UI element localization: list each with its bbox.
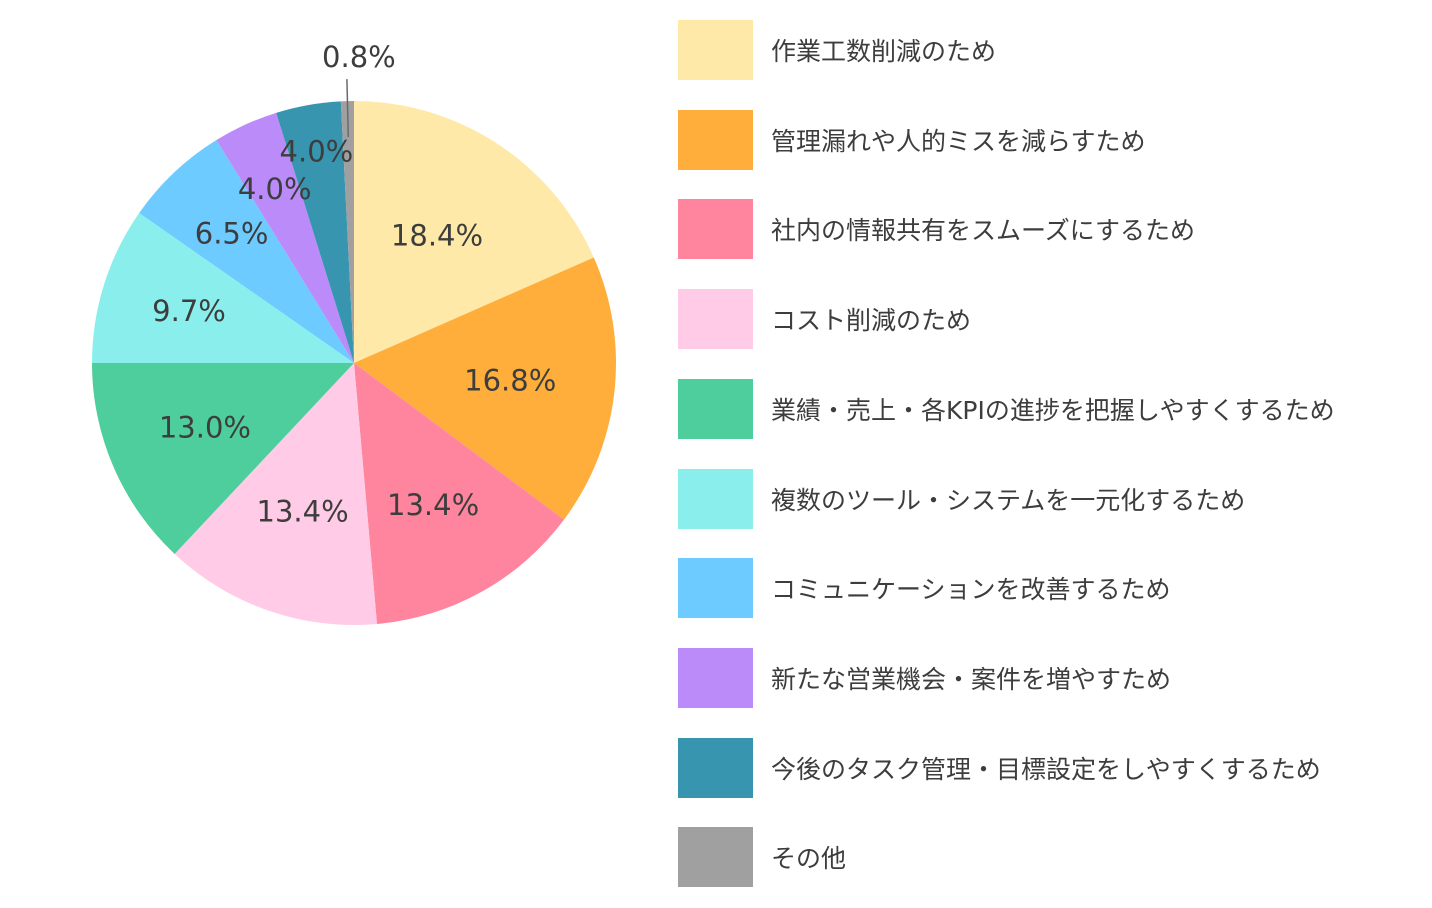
legend-label: コミュニケーションを改善するため bbox=[771, 575, 1171, 605]
legend-label: 今後のタスク管理・目標設定をしやすくするため bbox=[771, 754, 1321, 784]
legend-swatch bbox=[678, 827, 753, 888]
legend-swatch bbox=[678, 737, 753, 798]
pie-data-label: 4.0% bbox=[238, 172, 312, 206]
pie-slice bbox=[174, 363, 378, 626]
pie-data-label: 13.4% bbox=[257, 495, 349, 529]
pie-slice bbox=[340, 101, 354, 363]
pie-data-label: 4.0% bbox=[280, 135, 354, 169]
legend-label: 社内の情報共有をスムーズにするため bbox=[771, 216, 1196, 246]
legend-label: 複数のツール・システムを一元化するため bbox=[771, 485, 1246, 515]
pie-slice bbox=[216, 112, 354, 363]
legend-item: 業績・売上・各KPIの進捗を把握しやすくするため bbox=[678, 378, 1335, 439]
legend-swatch bbox=[678, 378, 753, 439]
pie-leader-line bbox=[346, 79, 350, 138]
pie-data-label: 18.4% bbox=[391, 219, 483, 253]
pie-slice bbox=[92, 213, 354, 363]
pie-slice bbox=[354, 257, 616, 520]
pie-data-label: 13.0% bbox=[159, 411, 251, 445]
legend-label: その他 bbox=[771, 844, 847, 874]
pie-slice bbox=[354, 101, 594, 363]
legend-label: 業績・売上・各KPIの進捗を把握しやすくするため bbox=[771, 395, 1335, 425]
legend-item: 新たな営業機会・案件を増やすため bbox=[678, 647, 1172, 708]
pie-leader-lines bbox=[346, 79, 350, 138]
pie-slice bbox=[92, 363, 354, 554]
legend-swatch bbox=[678, 109, 753, 170]
legend-swatch bbox=[678, 468, 753, 529]
legend-swatch bbox=[678, 647, 753, 708]
legend-item: 複数のツール・システムを一元化するため bbox=[678, 468, 1246, 529]
pie-data-label: 9.7% bbox=[152, 294, 226, 328]
pie-data-labels: 18.4% 16.8% 13.4% 13.4% 13.0% 9.7% 6.5% 4.0%4.0… bbox=[152, 40, 556, 528]
legend-item: コスト削減のため bbox=[678, 289, 972, 350]
legend-item: コミュニケーションを改善するため bbox=[678, 558, 1171, 619]
pie-data-label: 6.5% bbox=[195, 217, 269, 251]
legend-label: 新たな営業機会・案件を増やすため bbox=[771, 664, 1172, 694]
legend-swatch bbox=[678, 289, 753, 350]
legend-item: 作業工数削減のため bbox=[678, 20, 996, 80]
legend-label: 管理漏れや人的ミスを減らすため bbox=[771, 126, 1146, 156]
pie-chart: 18.4% 16.8% 13.4% 13.4% 13.0% 9.7% 6.5% 4.0%4.0… bbox=[92, 40, 616, 626]
pie-data-label: 13.4% bbox=[387, 488, 479, 522]
pie-data-label: 16.8% bbox=[464, 364, 556, 398]
pie-slice bbox=[354, 363, 565, 624]
pie-slice bbox=[139, 140, 354, 363]
pie-data-label: 0.8% bbox=[322, 40, 396, 74]
legend-swatch bbox=[678, 20, 753, 80]
legend-item: その他 bbox=[678, 827, 847, 888]
legend-item: 管理漏れや人的ミスを減らすため bbox=[678, 109, 1146, 170]
pie-slice bbox=[276, 101, 354, 363]
legend-label: 作業工数削減のため bbox=[771, 37, 997, 66]
legend-swatch bbox=[678, 199, 753, 260]
legend-item: 今後のタスク管理・目標設定をしやすくするため bbox=[678, 737, 1321, 798]
pie-slices bbox=[92, 101, 616, 626]
legend-item: 社内の情報共有をスムーズにするため bbox=[678, 199, 1196, 260]
legend-swatch bbox=[678, 558, 753, 619]
legend-label: コスト削減のため bbox=[771, 306, 972, 336]
